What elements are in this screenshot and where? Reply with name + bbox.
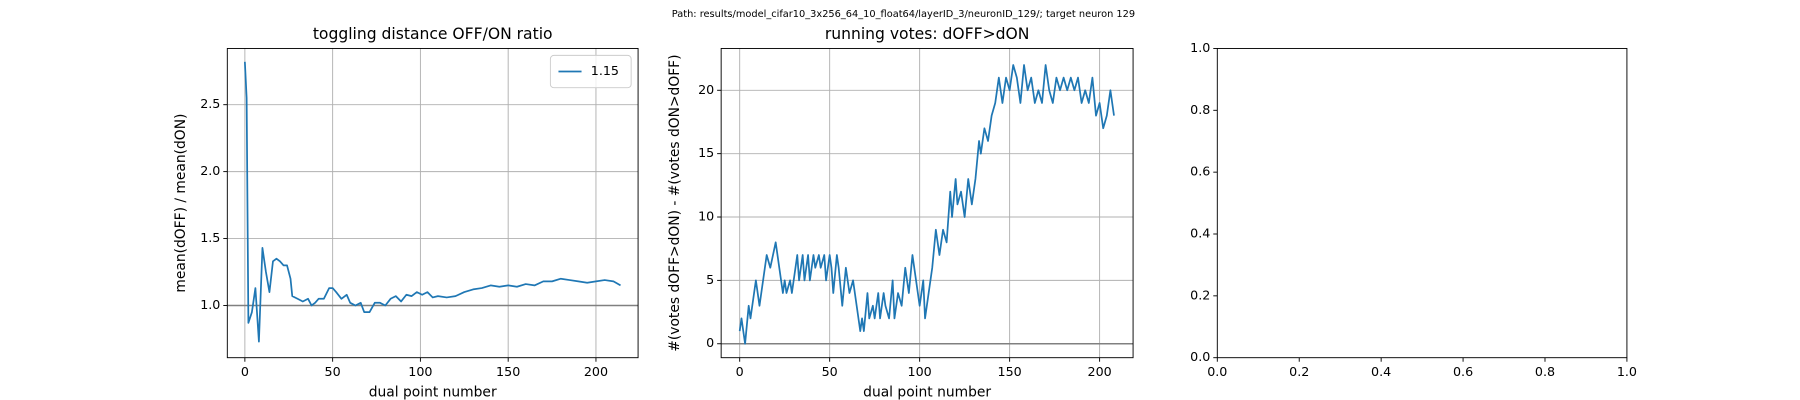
y-tick-label: 2.5 <box>200 96 220 111</box>
y-tick-label: 0 <box>706 335 714 350</box>
x-axis-label: dual point number <box>369 384 497 400</box>
x-tick-label: 0 <box>241 364 249 379</box>
x-tick-label: 200 <box>1087 364 1111 379</box>
x-tick-label: 50 <box>325 364 341 379</box>
axes-frame <box>720 47 1134 359</box>
x-tick-label: 100 <box>908 364 932 379</box>
y-tick-label: 0.2 <box>1190 287 1210 302</box>
legend-label: 1.15 <box>591 63 619 78</box>
axes-frame <box>1216 47 1628 359</box>
y-tick-label: 2.0 <box>200 163 220 178</box>
y-tick-label: 5 <box>706 272 714 287</box>
y-tick-label: 20 <box>698 82 714 97</box>
x-axis-label: dual point number <box>863 384 991 400</box>
y-tick-label: 15 <box>698 145 714 160</box>
x-tick-label: 150 <box>998 364 1022 379</box>
data-line <box>738 64 1115 345</box>
axes-frame <box>226 47 639 359</box>
axes-title: running votes: dOFF>dON <box>825 25 1030 43</box>
y-axis-label: mean(dOFF) / mean(dON) <box>173 114 189 293</box>
x-tick-label: 0.6 <box>1453 364 1473 379</box>
x-tick-label: 0 <box>736 364 744 379</box>
y-tick-label: 0.0 <box>1190 349 1210 364</box>
x-tick-label: 150 <box>496 364 520 379</box>
y-tick-label: 1.0 <box>200 297 220 312</box>
figure-title: Path: results/model_cifar10_3x256_64_10_… <box>672 9 1135 20</box>
x-tick-label: 200 <box>584 364 608 379</box>
x-tick-label: 0.8 <box>1535 364 1555 379</box>
y-tick-label: 1.0 <box>1190 40 1210 55</box>
y-tick-label: 0.6 <box>1190 164 1210 179</box>
y-tick-label: 0.8 <box>1190 102 1210 117</box>
axes-title: toggling distance OFF/ON ratio <box>313 25 553 43</box>
data-line <box>243 61 621 343</box>
y-axis-label: #(votes dOFF>dON) - #(votes dON>dOFF) <box>667 54 683 351</box>
y-tick-label: 1.5 <box>200 230 220 245</box>
y-tick-label: 0.4 <box>1190 225 1210 240</box>
x-tick-label: 100 <box>408 364 432 379</box>
x-tick-label: 0.0 <box>1207 364 1227 379</box>
x-tick-label: 1.0 <box>1617 364 1637 379</box>
x-tick-label: 0.4 <box>1371 364 1391 379</box>
y-tick-label: 10 <box>698 209 714 224</box>
x-tick-label: 50 <box>822 364 838 379</box>
x-tick-label: 0.2 <box>1289 364 1309 379</box>
legend-box <box>549 54 632 89</box>
